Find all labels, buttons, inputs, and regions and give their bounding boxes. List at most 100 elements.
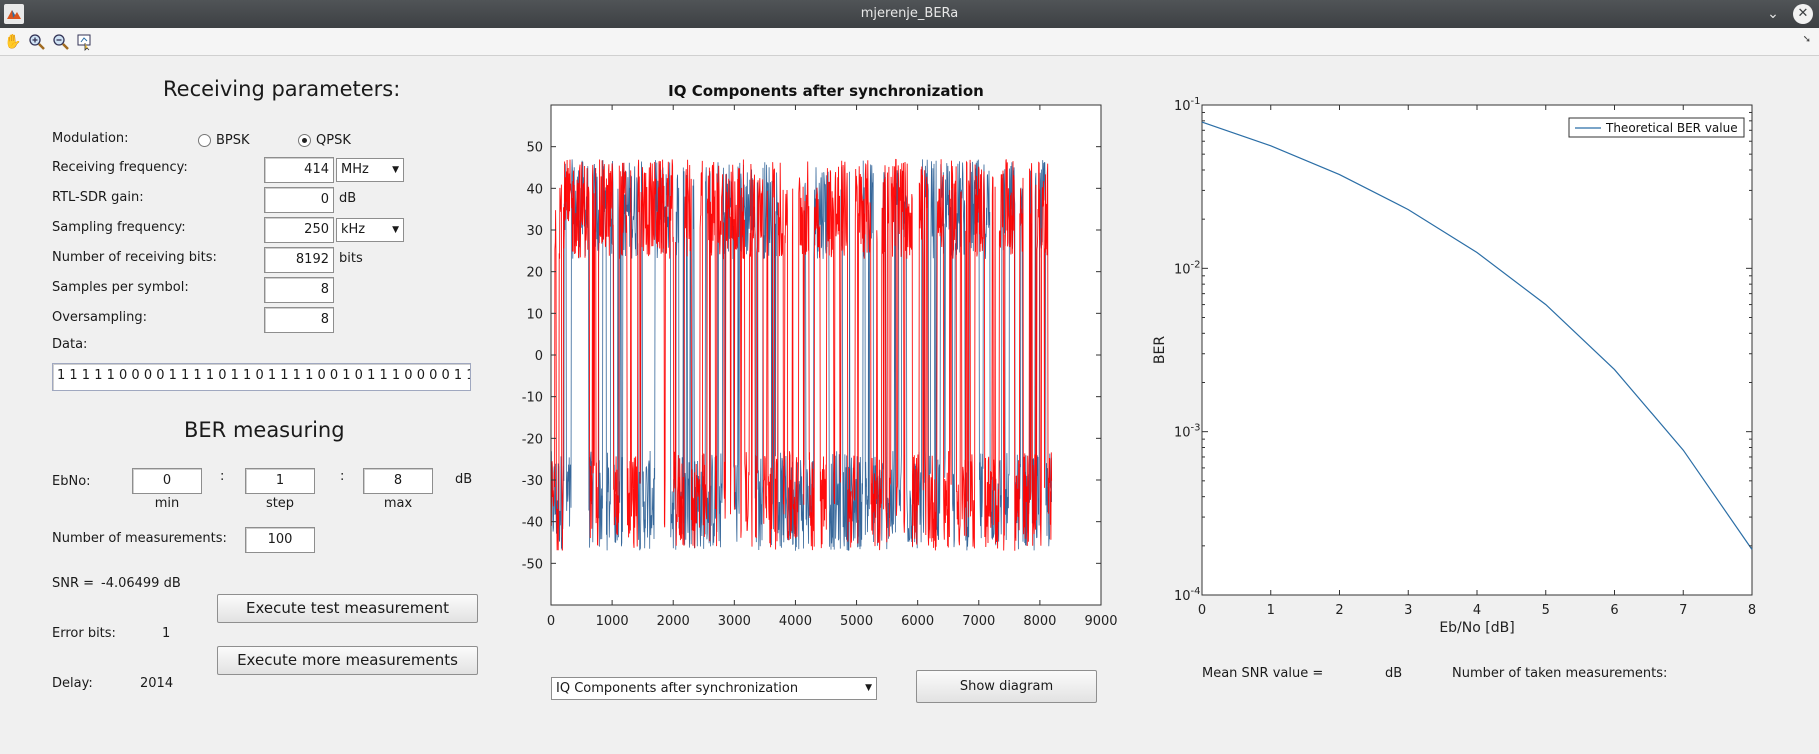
sampling-unit-value: kHz [341, 222, 366, 237]
sampling-frequency-label: Sampling frequency: [52, 220, 186, 235]
oversampling-label: Oversampling: [52, 310, 148, 325]
data-cursor-icon[interactable] [76, 33, 94, 51]
x-tick-label: 2 [1335, 603, 1343, 618]
y-tick-label: 10-4 [1174, 586, 1201, 604]
oversampling-field[interactable]: 8 [264, 307, 334, 333]
bpsk-radio-label[interactable]: BPSK [216, 133, 250, 148]
zoom-out-icon[interactable] [52, 33, 70, 51]
x-tick-label: 8 [1748, 603, 1756, 618]
x-axis-label: Eb/No [dB] [1439, 620, 1514, 636]
y-tick-label: 10 [526, 307, 543, 322]
x-tick-label: 0 [547, 614, 555, 629]
receiving-frequency-field[interactable]: 414 [264, 157, 334, 183]
rtl-sdr-gain-field[interactable]: 0 [264, 187, 334, 213]
dropdown-arrow-icon: ▼ [392, 165, 399, 175]
ebno-separator: : [220, 469, 225, 484]
theoretical-ber-line [1201, 121, 1753, 550]
iq-components-plot: IQ Components after synchronization 0 1000… [522, 82, 1118, 629]
frequency-unit-value: MHz [341, 162, 369, 177]
ber-measuring-heading: BER measuring [184, 418, 345, 442]
execute-more-measurements-button[interactable]: Execute more measurements [217, 646, 478, 675]
x-tick-label: 7000 [962, 614, 995, 629]
receiving-bits-field[interactable]: 8192 [264, 247, 334, 273]
y-tick-label: -20 [522, 432, 543, 447]
dropdown-arrow-icon: ▼ [392, 225, 399, 235]
undock-arrow-icon[interactable]: ➘ [1802, 34, 1811, 45]
zoom-in-icon[interactable] [28, 33, 46, 51]
delay-value: 2014 [140, 676, 174, 691]
y-tick-label: 10-3 [1174, 423, 1201, 441]
window-title: mjerenje_BERa [860, 6, 959, 21]
mean-snr-unit: dB [1385, 666, 1403, 681]
x-tick-label: 3 [1404, 603, 1412, 618]
ebno-min-label: min [154, 496, 180, 511]
x-tick-label: 8000 [1023, 614, 1056, 629]
y-tick-label: -40 [522, 516, 543, 531]
diagram-select-value: IQ Components after synchronization [556, 681, 799, 696]
ebno-label: EbNo: [52, 474, 91, 489]
ebno-step-field[interactable]: 1 [245, 468, 315, 494]
matlab-app-icon [4, 4, 24, 24]
snr-value: -4.06499 dB [101, 576, 181, 591]
x-tick-label: 3000 [718, 614, 751, 629]
y-tick-label: 10-2 [1174, 259, 1201, 277]
data-label: Data: [52, 337, 88, 352]
minimize-icon[interactable]: ⌄ [1767, 6, 1779, 22]
iq-plot-title: IQ Components after synchronization [668, 82, 984, 100]
bits-unit-label: bits [339, 251, 363, 266]
qpsk-radio[interactable] [298, 134, 311, 147]
ber-plot-area [1201, 104, 1753, 596]
dropdown-arrow-icon: ▼ [865, 683, 872, 693]
mean-snr-label: Mean SNR value = [1202, 666, 1324, 681]
number-of-measurements-field[interactable]: 100 [245, 527, 315, 553]
ber-legend: Theoretical BER value [1568, 117, 1745, 138]
y-tick-label: 40 [526, 182, 543, 197]
samples-per-symbol-label: Samples per symbol: [52, 280, 189, 295]
rtl-sdr-gain-label: RTL-SDR gain: [52, 190, 144, 205]
close-icon[interactable]: ✕ [1793, 4, 1813, 24]
show-diagram-button[interactable]: Show diagram [916, 670, 1097, 703]
y-tick-label: -50 [522, 557, 543, 572]
iq-series-q [550, 158, 1053, 551]
error-bits-label: Error bits: [52, 626, 116, 641]
title-bar: mjerenje_BERa ⌄ ✕ [0, 0, 1819, 28]
samples-per-symbol-field[interactable]: 8 [264, 277, 334, 303]
legend-label: Theoretical BER value [1605, 121, 1738, 135]
qpsk-radio-label[interactable]: QPSK [316, 133, 351, 148]
ber-plot: 0 1 2 3 4 5 6 7 8 10-4 10-3 10-2 10-1 Eb/No [dB] BER Th… [1152, 96, 1756, 636]
snr-label: SNR = [52, 576, 95, 591]
sampling-unit-select[interactable]: kHz ▼ [336, 218, 404, 242]
error-bits-value: 1 [162, 626, 171, 641]
x-tick-label: 4000 [779, 614, 812, 629]
receiving-frequency-label: Receiving frequency: [52, 160, 188, 175]
ebno-step-label: step [265, 496, 295, 511]
y-tick-label: 30 [526, 224, 543, 239]
bpsk-radio[interactable] [198, 134, 211, 147]
y-tick-label: 50 [526, 141, 543, 156]
receiving-parameters-heading: Receiving parameters: [163, 77, 401, 101]
y-tick-label: -10 [522, 391, 543, 406]
ebno-min-field[interactable]: 0 [132, 468, 202, 494]
y-tick-label: 0 [535, 349, 543, 364]
y-tick-label: 20 [526, 266, 543, 281]
ebno-max-field[interactable]: 8 [363, 468, 433, 494]
gain-unit-label: dB [339, 191, 357, 206]
y-axis-label: BER [1152, 336, 1168, 364]
execute-test-measurement-button[interactable]: Execute test measurement [217, 594, 478, 623]
x-tick-label: 5 [1542, 603, 1550, 618]
y-tick-label: 10-1 [1174, 96, 1201, 114]
x-tick-label: 5000 [840, 614, 873, 629]
delay-label: Delay: [52, 676, 93, 691]
pan-hand-icon[interactable]: ✋ [4, 34, 22, 50]
ebno-max-label: max [383, 496, 413, 511]
receiving-bits-label: Number of receiving bits: [52, 250, 217, 265]
x-tick-label: 6000 [901, 614, 934, 629]
sampling-frequency-field[interactable]: 250 [264, 217, 334, 243]
data-field[interactable]: 1 1 1 1 1 0 0 0 0 1 1 1 1 0 1 1 0 1 1 1 … [52, 363, 471, 391]
taken-measurements-label: Number of taken measurements: [1452, 666, 1668, 681]
diagram-select[interactable]: IQ Components after synchronization ▼ [551, 677, 877, 700]
modulation-label: Modulation: [52, 131, 129, 146]
frequency-unit-select[interactable]: MHz ▼ [336, 158, 404, 182]
x-tick-label: 7 [1679, 603, 1687, 618]
x-tick-label: 4 [1473, 603, 1481, 618]
